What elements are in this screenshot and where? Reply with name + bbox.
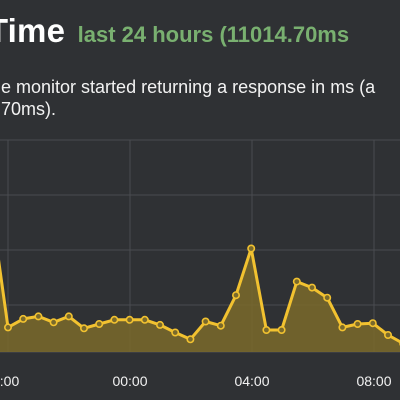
data-point[interactable] xyxy=(232,291,241,300)
time-range-label: last 24 hours (11014.70ms xyxy=(77,22,350,47)
data-point[interactable] xyxy=(49,318,58,327)
x-tick-label: 04:00 xyxy=(234,373,269,389)
panel-description: the monitor started returning a response… xyxy=(0,76,400,120)
data-point[interactable] xyxy=(19,314,28,323)
data-point[interactable] xyxy=(292,277,301,286)
data-point[interactable] xyxy=(307,283,316,292)
data-point[interactable] xyxy=(156,320,165,329)
data-point[interactable] xyxy=(80,324,89,333)
area-fill xyxy=(0,248,400,352)
data-point[interactable] xyxy=(277,325,286,334)
data-point[interactable] xyxy=(262,325,271,334)
x-tick-label: 08:00 xyxy=(356,373,391,389)
panel-title: e Time xyxy=(0,12,66,49)
data-point[interactable] xyxy=(95,319,104,328)
data-point[interactable] xyxy=(247,244,256,253)
data-point[interactable] xyxy=(338,323,347,332)
data-point[interactable] xyxy=(368,319,377,328)
data-point[interactable] xyxy=(323,293,332,302)
description-line-2: 4.70ms). xyxy=(0,99,57,119)
data-point[interactable] xyxy=(110,315,119,324)
data-point[interactable] xyxy=(353,319,362,328)
description-line-1: the monitor started returning a response… xyxy=(0,77,376,97)
data-point[interactable] xyxy=(34,312,43,321)
panel-title-row: e Time last 24 hours (11014.70ms xyxy=(0,12,349,50)
data-point[interactable] xyxy=(216,321,225,330)
x-tick-label: 00:00 xyxy=(112,373,147,389)
data-point[interactable] xyxy=(125,315,134,324)
data-point[interactable] xyxy=(201,317,210,326)
data-point[interactable] xyxy=(186,335,195,344)
data-point[interactable] xyxy=(383,330,392,339)
data-point[interactable] xyxy=(171,328,180,337)
data-point[interactable] xyxy=(4,323,13,332)
x-tick-label: 0:00 xyxy=(0,373,19,389)
data-point[interactable] xyxy=(64,312,73,321)
data-point[interactable] xyxy=(140,315,149,324)
